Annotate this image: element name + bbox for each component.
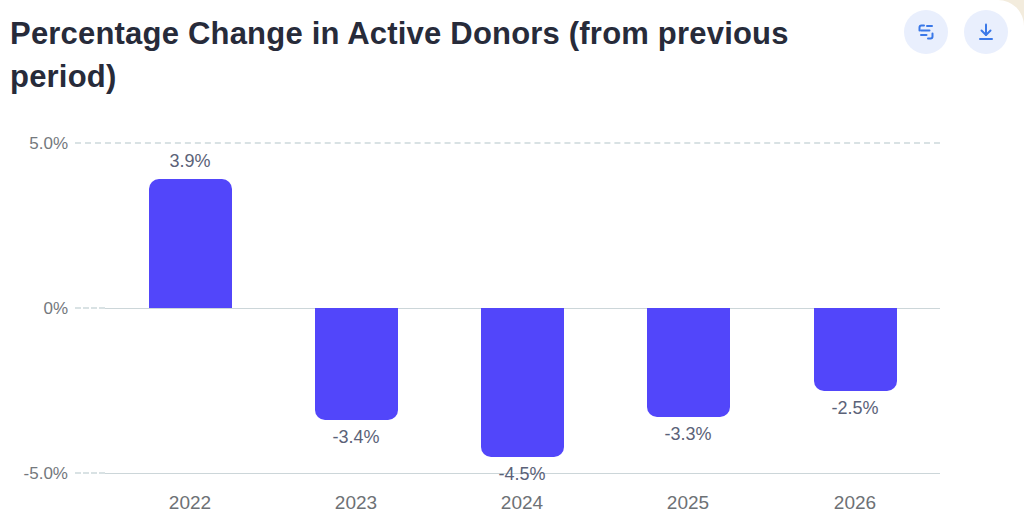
bar-2022[interactable]	[149, 179, 232, 308]
chart-action-buttons	[904, 10, 1008, 54]
bar-chart: 5.0% 0% -5.0% 3.9% 2022 -3.4% 2023 -4.5% 2024 -3.…	[0, 0, 1024, 530]
card-surface: Percentage Change in Active Donors (from…	[0, 0, 1024, 530]
x-axis-tick-label: 2023	[335, 492, 377, 514]
x-axis-tick-label: 2025	[667, 492, 709, 514]
bar-2025[interactable]	[647, 308, 730, 417]
y-axis-tick-label: 5.0%	[0, 133, 68, 155]
gridline	[75, 307, 105, 309]
bar-value-label: -3.3%	[664, 424, 711, 445]
bar-2023[interactable]	[315, 308, 398, 420]
x-axis-tick-label: 2024	[501, 492, 543, 514]
gridline	[75, 472, 105, 474]
copy-chart-button[interactable]	[904, 10, 948, 54]
y-axis-tick-label: -5.0%	[0, 463, 68, 485]
bar-value-label: -3.4%	[332, 427, 379, 448]
download-icon	[974, 20, 998, 44]
x-axis-tick-label: 2022	[169, 492, 211, 514]
gridline	[75, 142, 940, 144]
y-axis-tick-label: 0%	[0, 298, 68, 320]
bar-value-label: -4.5%	[498, 464, 545, 485]
bar-2026[interactable]	[814, 308, 897, 391]
x-axis-tick-label: 2026	[834, 492, 876, 514]
chart-card: Percentage Change in Active Donors (from…	[0, 0, 1024, 530]
bar-value-label: -2.5%	[831, 398, 878, 419]
copy-icon	[914, 20, 938, 44]
bar-2024[interactable]	[481, 308, 564, 457]
download-chart-button[interactable]	[964, 10, 1008, 54]
bar-value-label: 3.9%	[169, 151, 210, 172]
